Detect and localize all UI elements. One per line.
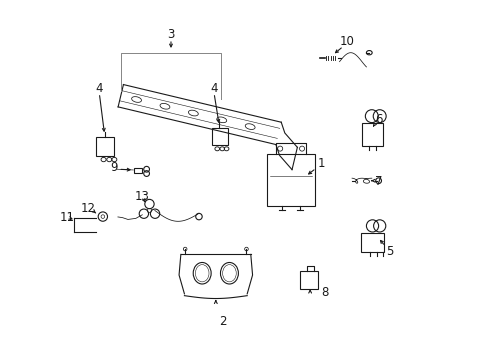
Bar (96, 137, 113, 156)
Text: 10: 10 (339, 35, 353, 49)
Text: 3: 3 (167, 28, 174, 41)
Text: 7: 7 (374, 175, 382, 188)
Text: 5: 5 (385, 245, 393, 258)
Text: 2: 2 (219, 315, 226, 328)
Text: 1: 1 (317, 157, 325, 170)
Bar (300, 271, 317, 289)
Text: 8: 8 (321, 287, 328, 300)
Text: 4: 4 (210, 82, 217, 95)
Bar (211, 128, 227, 145)
Text: 4: 4 (95, 82, 103, 95)
Bar (361, 123, 383, 146)
Text: 12: 12 (81, 202, 96, 215)
Text: 9: 9 (110, 161, 117, 174)
Text: 11: 11 (60, 211, 74, 224)
Bar (134, 168, 142, 173)
Bar (266, 154, 315, 206)
Text: 6: 6 (374, 113, 382, 126)
Bar (360, 233, 384, 252)
Text: 13: 13 (135, 190, 149, 203)
